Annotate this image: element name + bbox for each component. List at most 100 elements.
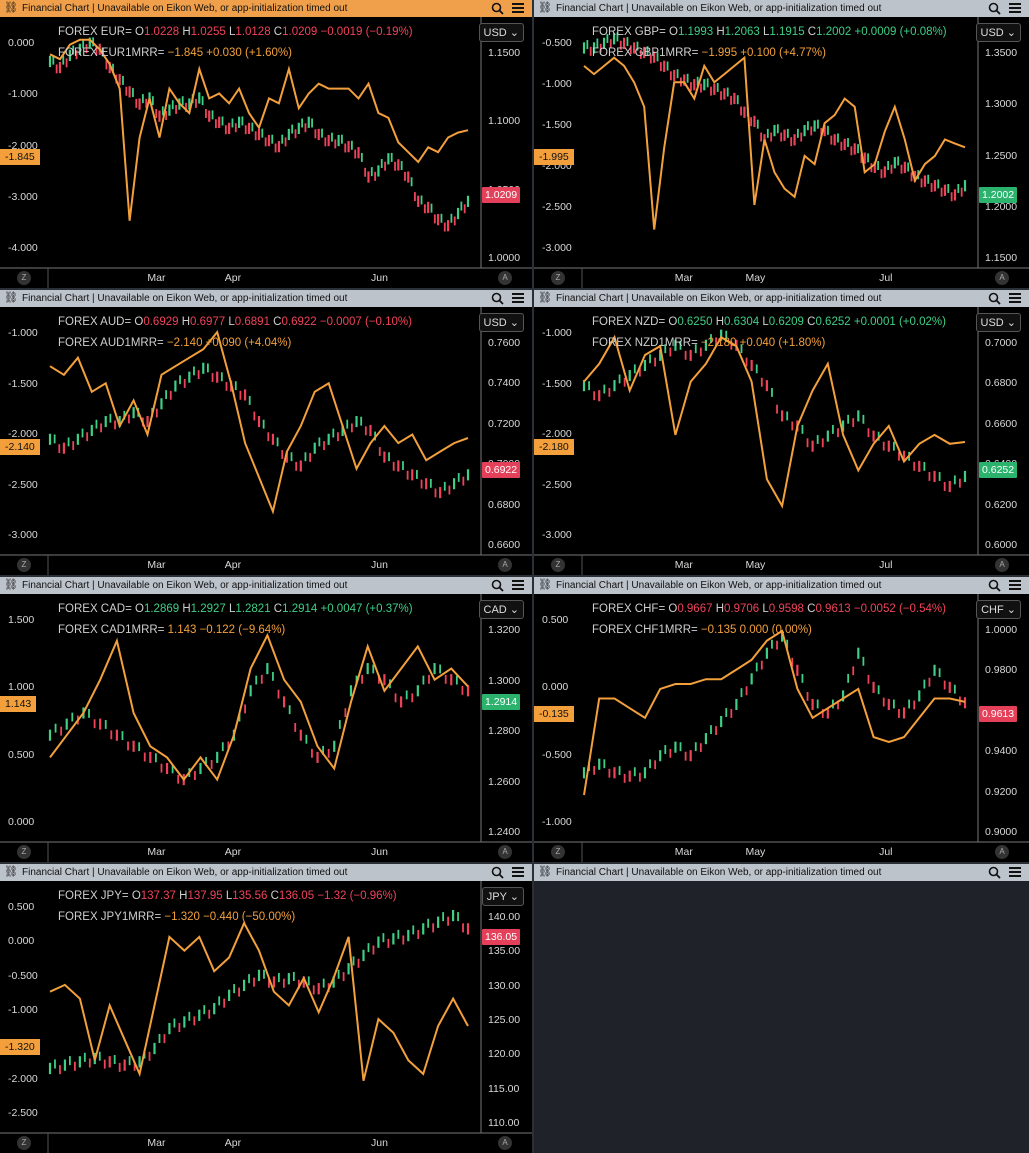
hamburger-menu-icon[interactable] bbox=[1009, 580, 1021, 591]
left-axis-tick: -2.000 bbox=[8, 139, 38, 152]
chart-panel-chf[interactable]: ⛓ Financial Chart | Unavailable on Eikon … bbox=[534, 577, 1029, 862]
panel-titlebar[interactable]: ⛓ Financial Chart | Unavailable on Eikon … bbox=[0, 0, 532, 17]
legend-secondary: FOREX CHF1MRR= −0.135 0.000 (0.00%) bbox=[592, 624, 812, 636]
link-icon[interactable]: ⛓ bbox=[4, 2, 18, 14]
legend-value: 1.1993 bbox=[677, 26, 714, 38]
panel-titlebar[interactable]: ⛓ Financial Chart | Unavailable on Eikon … bbox=[534, 864, 1029, 881]
search-icon[interactable] bbox=[491, 866, 504, 879]
chart-panel-jpy[interactable]: ⛓ Financial Chart | Unavailable on Eikon … bbox=[0, 864, 532, 1153]
legend-value: 1.0209 bbox=[282, 26, 318, 38]
link-icon[interactable]: ⛓ bbox=[538, 579, 552, 591]
link-icon[interactable]: ⛓ bbox=[538, 2, 552, 14]
legend-secondary: FOREX AUD1MRR= −2.140 +0.090 (+4.04%) bbox=[58, 337, 291, 349]
currency-select[interactable]: CAD ⌄ bbox=[478, 600, 524, 619]
x-axis-tick: Jun bbox=[371, 272, 388, 284]
auto-scale-button[interactable]: A bbox=[498, 558, 512, 572]
panel-titlebar[interactable]: ⛓ Financial Chart | Unavailable on Eikon … bbox=[534, 0, 1029, 17]
search-icon[interactable] bbox=[491, 292, 504, 305]
legend-secondary: FOREX GBP1MRR= −1.995 +0.100 (+4.77%) bbox=[592, 47, 826, 59]
hamburger-menu-icon[interactable] bbox=[1009, 3, 1021, 14]
zoom-reset-button[interactable]: Z bbox=[17, 1136, 31, 1150]
left-value-tag: 1.143 bbox=[0, 696, 37, 712]
panel-titlebar[interactable]: ⛓ Financial Chart | Unavailable on Eikon … bbox=[0, 864, 532, 881]
left-axis-tick: -1.500 bbox=[8, 377, 38, 390]
chart-panel-nzd[interactable]: ⛓ Financial Chart | Unavailable on Eikon … bbox=[534, 290, 1029, 575]
legend-value: −1.995 +0.100 (+4.77%) bbox=[701, 47, 826, 59]
legend-value: 0.6250 bbox=[677, 316, 713, 328]
panel-titlebar[interactable]: ⛓ Financial Chart | Unavailable on Eikon … bbox=[534, 290, 1029, 307]
right-axis-tick: 1.1000 bbox=[488, 115, 521, 128]
auto-scale-button[interactable]: A bbox=[498, 271, 512, 285]
auto-scale-button[interactable]: A bbox=[498, 1136, 512, 1150]
price-chart[interactable] bbox=[0, 307, 532, 575]
hamburger-menu-icon[interactable] bbox=[512, 867, 524, 878]
auto-scale-button[interactable]: A bbox=[498, 845, 512, 859]
left-axis-tick: 0.500 bbox=[8, 901, 35, 913]
price-chart[interactable] bbox=[534, 594, 1029, 862]
price-chart[interactable] bbox=[534, 17, 1029, 288]
hamburger-menu-icon[interactable] bbox=[512, 580, 524, 591]
legend-value: 0.6209 bbox=[768, 316, 804, 328]
chart-panel-eur[interactable]: ⛓ Financial Chart | Unavailable on Eikon … bbox=[0, 0, 532, 288]
currency-select[interactable]: CHF ⌄ bbox=[976, 600, 1021, 619]
zoom-reset-button[interactable]: Z bbox=[551, 558, 565, 572]
zoom-reset-button[interactable]: Z bbox=[551, 271, 565, 285]
search-icon[interactable] bbox=[988, 2, 1001, 15]
left-axis-tick: -2.500 bbox=[8, 478, 38, 491]
left-axis-tick: -2.000 bbox=[8, 428, 38, 440]
search-icon[interactable] bbox=[491, 579, 504, 592]
legend-value: 1.0228 bbox=[143, 26, 180, 38]
series-line-FOREX AUD1MRR= bbox=[49, 329, 469, 515]
left-axis-tick: -1.000 bbox=[542, 816, 572, 828]
chart-panel-cad[interactable]: ⛓ Financial Chart | Unavailable on Eikon … bbox=[0, 577, 532, 862]
panel-titlebar[interactable]: ⛓ Financial Chart | Unavailable on Eikon … bbox=[0, 290, 532, 307]
hamburger-menu-icon[interactable] bbox=[512, 293, 524, 304]
legend-secondary: FOREX NZD1MRR= −2.180 +0.040 (+1.80%) bbox=[592, 337, 825, 349]
right-axis-tick: 1.2500 bbox=[985, 149, 1018, 162]
search-icon[interactable] bbox=[491, 2, 504, 15]
price-chart[interactable] bbox=[0, 594, 532, 862]
zoom-reset-button[interactable]: Z bbox=[17, 845, 31, 859]
currency-select[interactable]: USD ⌄ bbox=[478, 313, 524, 332]
hamburger-menu-icon[interactable] bbox=[1009, 293, 1021, 304]
price-chart[interactable] bbox=[534, 307, 1029, 575]
link-icon[interactable]: ⛓ bbox=[4, 292, 18, 304]
panel-titlebar[interactable]: ⛓ Financial Chart | Unavailable on Eikon … bbox=[534, 577, 1029, 594]
currency-select[interactable]: JPY ⌄ bbox=[481, 887, 524, 906]
search-icon[interactable] bbox=[988, 292, 1001, 305]
link-icon[interactable]: ⛓ bbox=[4, 579, 18, 591]
price-tag: 1.2914 bbox=[482, 694, 521, 710]
left-axis-tick: 0.000 bbox=[542, 681, 569, 694]
link-icon[interactable]: ⛓ bbox=[538, 866, 552, 878]
hamburger-menu-icon[interactable] bbox=[512, 3, 524, 14]
right-axis-tick: 1.3000 bbox=[488, 674, 521, 687]
chart-panel-empty[interactable]: ⛓ Financial Chart | Unavailable on Eikon … bbox=[534, 864, 1029, 1153]
x-axis-tick: Jul bbox=[879, 559, 893, 571]
auto-scale-button[interactable]: A bbox=[995, 845, 1009, 859]
price-chart[interactable] bbox=[0, 881, 532, 1153]
currency-select[interactable]: USD ⌄ bbox=[478, 23, 524, 42]
zoom-reset-button[interactable]: Z bbox=[17, 271, 31, 285]
series-line-FOREX CAD1MRR= bbox=[49, 632, 469, 782]
panel-title: Financial Chart | Unavailable on Eikon W… bbox=[22, 293, 348, 304]
currency-select[interactable]: USD ⌄ bbox=[975, 23, 1021, 42]
auto-scale-button[interactable]: A bbox=[995, 271, 1009, 285]
auto-scale-button[interactable]: A bbox=[995, 558, 1009, 572]
panel-titlebar[interactable]: ⛓ Financial Chart | Unavailable on Eikon … bbox=[0, 577, 532, 594]
search-icon[interactable] bbox=[988, 866, 1001, 879]
zoom-reset-button[interactable]: Z bbox=[551, 845, 565, 859]
zoom-reset-button[interactable]: Z bbox=[17, 558, 31, 572]
currency-select[interactable]: USD ⌄ bbox=[975, 313, 1021, 332]
legend-value: −0.0007 (−0.10%) bbox=[319, 316, 412, 328]
right-axis-tick: 1.2600 bbox=[488, 775, 521, 788]
hamburger-menu-icon[interactable] bbox=[1009, 867, 1021, 878]
link-icon[interactable]: ⛓ bbox=[538, 292, 552, 304]
price-chart[interactable] bbox=[0, 17, 532, 288]
chart-panel-aud[interactable]: ⛓ Financial Chart | Unavailable on Eikon … bbox=[0, 290, 532, 575]
chart-panel-gbp[interactable]: ⛓ Financial Chart | Unavailable on Eikon … bbox=[534, 0, 1029, 288]
left-axis-tick: -1.000 bbox=[8, 327, 38, 339]
legend-primary: FOREX NZD= O0.6250 H0.6304 L0.6209 C0.62… bbox=[592, 316, 946, 328]
link-icon[interactable]: ⛓ bbox=[4, 866, 18, 878]
search-icon[interactable] bbox=[988, 579, 1001, 592]
legend-value: 1.2927 bbox=[190, 603, 226, 615]
